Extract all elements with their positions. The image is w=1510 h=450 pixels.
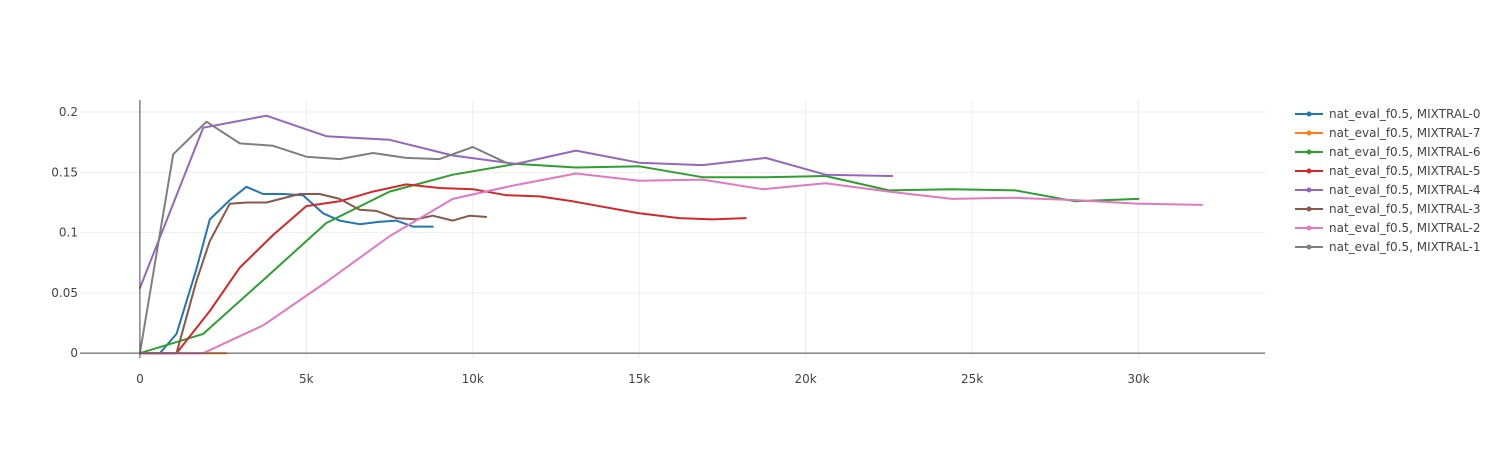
y-tick-label: 0.1 xyxy=(59,226,78,240)
legend-swatch-marker xyxy=(1306,130,1312,136)
legend-item[interactable]: nat_eval_f0.5, MIXTRAL-4 xyxy=(1295,183,1481,197)
legend-item[interactable]: nat_eval_f0.5, MIXTRAL-7 xyxy=(1295,126,1481,140)
series-line xyxy=(138,114,894,290)
legend-item[interactable]: nat_eval_f0.5, MIXTRAL-3 xyxy=(1295,202,1481,216)
x-tick-label: 10k xyxy=(462,372,484,386)
series-line xyxy=(138,183,747,355)
legend-label: nat_eval_f0.5, MIXTRAL-3 xyxy=(1329,202,1481,216)
x-tick-labels: 0 5k 10k 15k 20k 25k 30k xyxy=(136,372,1150,386)
legend-label: nat_eval_f0.5, MIXTRAL-2 xyxy=(1329,221,1481,235)
series-2 xyxy=(138,162,1140,355)
legend-swatch-marker xyxy=(1306,206,1312,212)
y-tick-label: 0 xyxy=(70,346,78,360)
series-line xyxy=(138,120,508,355)
legend-item[interactable]: nat_eval_f0.5, MIXTRAL-1 xyxy=(1295,240,1481,254)
x-tick-label: 30k xyxy=(1127,372,1149,386)
legend-swatch-marker xyxy=(1306,168,1312,174)
legend-swatch-marker xyxy=(1306,111,1312,117)
y-tick-label: 0.05 xyxy=(51,286,78,300)
y-tick-label: 0.15 xyxy=(51,165,78,179)
y-tick-label: 0.2 xyxy=(59,105,78,119)
series-3 xyxy=(138,183,747,355)
x-gridlines xyxy=(305,100,1140,358)
series-line xyxy=(138,185,434,355)
y-tick-labels: 0 0.05 0.1 0.15 0.2 xyxy=(51,105,78,360)
legend-label: nat_eval_f0.5, MIXTRAL-7 xyxy=(1329,126,1481,140)
legend-label: nat_eval_f0.5, MIXTRAL-1 xyxy=(1329,240,1481,254)
series-line xyxy=(138,193,488,355)
legend-swatch-marker xyxy=(1306,187,1312,193)
x-tick-label: 20k xyxy=(795,372,817,386)
legend-swatch-marker xyxy=(1306,244,1312,250)
legend-item[interactable]: nat_eval_f0.5, MIXTRAL-5 xyxy=(1295,164,1481,178)
series-layer xyxy=(138,114,1203,355)
series-6 xyxy=(138,172,1203,355)
legend-swatch-marker xyxy=(1306,149,1312,155)
legend-label: nat_eval_f0.5, MIXTRAL-4 xyxy=(1329,183,1481,197)
legend-item[interactable]: nat_eval_f0.5, MIXTRAL-6 xyxy=(1295,145,1481,159)
legend: nat_eval_f0.5, MIXTRAL-0 nat_eval_f0.5, M… xyxy=(1295,107,1481,254)
x-tick-label: 5k xyxy=(299,372,314,386)
x-tick-label: 15k xyxy=(628,372,650,386)
x-tick-label: 25k xyxy=(961,372,983,386)
x-tick-label: 0 xyxy=(136,372,144,386)
series-7 xyxy=(138,120,508,355)
legend-label: nat_eval_f0.5, MIXTRAL-5 xyxy=(1329,164,1481,178)
legend-label: nat_eval_f0.5, MIXTRAL-0 xyxy=(1329,107,1481,121)
legend-swatch-marker xyxy=(1306,225,1312,231)
series-5 xyxy=(138,193,488,355)
legend-item[interactable]: nat_eval_f0.5, MIXTRAL-2 xyxy=(1295,221,1481,235)
legend-label: nat_eval_f0.5, MIXTRAL-6 xyxy=(1329,145,1481,159)
series-line xyxy=(138,162,1140,355)
series-4 xyxy=(138,114,894,290)
series-line xyxy=(138,172,1203,355)
series-0 xyxy=(138,185,434,355)
legend-item[interactable]: nat_eval_f0.5, MIXTRAL-0 xyxy=(1295,107,1481,121)
